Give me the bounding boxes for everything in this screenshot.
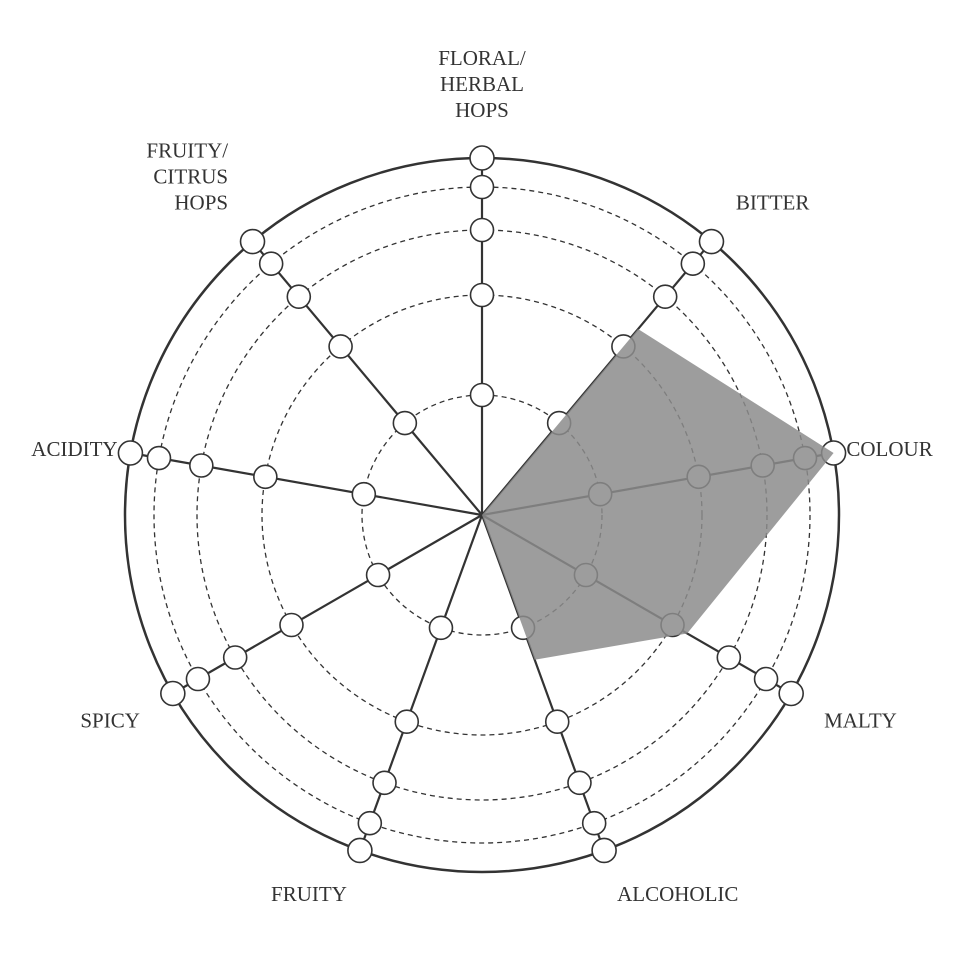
category-label-line: MALTY bbox=[824, 708, 897, 732]
axis-node bbox=[469, 174, 495, 200]
category-label: ALCOHOLIC bbox=[617, 882, 738, 906]
axis-node bbox=[392, 410, 418, 436]
axis-line bbox=[480, 514, 606, 851]
axis-node bbox=[716, 645, 742, 670]
axis-line bbox=[130, 451, 483, 517]
category-label-line: HERBAL bbox=[440, 72, 524, 96]
category-label-line: SPICY bbox=[80, 708, 140, 732]
grid-ring bbox=[153, 186, 811, 844]
category-label: MALTY bbox=[824, 708, 897, 732]
axis-node bbox=[544, 709, 570, 735]
axis-node bbox=[258, 251, 284, 277]
axis-node bbox=[160, 680, 186, 707]
axis-node bbox=[581, 810, 607, 836]
axis-node bbox=[372, 770, 397, 796]
axis-node bbox=[394, 709, 420, 735]
axis-node bbox=[286, 284, 312, 309]
category-label-line: FRUITY bbox=[271, 882, 347, 906]
axis-node bbox=[469, 282, 495, 308]
axis-node bbox=[469, 145, 495, 171]
axis-node bbox=[189, 453, 214, 478]
axis-node bbox=[117, 440, 144, 466]
category-label-line: COLOUR bbox=[846, 437, 932, 461]
axis-node bbox=[365, 562, 391, 588]
axis-node bbox=[652, 284, 678, 309]
category-label-line: FRUITY/ bbox=[146, 138, 228, 162]
axis-node bbox=[279, 612, 304, 638]
axis-line bbox=[172, 514, 483, 695]
axis-line bbox=[251, 240, 483, 516]
axis-node bbox=[428, 615, 454, 641]
category-label-line: BITTER bbox=[736, 190, 810, 214]
axis-node bbox=[680, 251, 706, 277]
axis-node bbox=[253, 464, 278, 490]
axis-node bbox=[357, 810, 383, 836]
category-label-line: HOPS bbox=[455, 98, 509, 122]
axis-node bbox=[753, 666, 779, 692]
axis-node bbox=[591, 837, 617, 864]
category-label: ACIDITY bbox=[31, 437, 117, 461]
category-label: FRUITY bbox=[271, 882, 347, 906]
category-label-line: FLORAL/ bbox=[438, 46, 526, 70]
category-label: BITTER bbox=[736, 190, 810, 214]
category-label-line: ACIDITY bbox=[31, 437, 117, 461]
category-label-line: ALCOHOLIC bbox=[617, 882, 738, 906]
axis-node bbox=[328, 334, 353, 359]
category-label: COLOUR bbox=[846, 437, 932, 461]
axis-node bbox=[698, 228, 725, 255]
axis-node bbox=[567, 770, 592, 796]
category-label-line: CITRUS bbox=[153, 164, 228, 188]
category-label-line: HOPS bbox=[174, 190, 228, 214]
axis-node bbox=[351, 481, 377, 507]
axis-line bbox=[358, 514, 484, 851]
axis-node bbox=[222, 645, 248, 670]
category-label: FRUITY/CITRUS HOPS bbox=[146, 138, 228, 214]
axis-line bbox=[481, 240, 713, 516]
axis-node bbox=[239, 228, 266, 255]
axis-node bbox=[347, 837, 373, 864]
axis-node bbox=[469, 217, 495, 243]
axis-node bbox=[469, 382, 495, 408]
axis-node bbox=[185, 666, 211, 692]
category-label: SPICY bbox=[80, 708, 140, 732]
axis-node bbox=[146, 445, 172, 471]
data-area bbox=[436, 329, 834, 660]
axis-node bbox=[778, 680, 804, 707]
category-label: FLORAL/HERBAL HOPS bbox=[438, 46, 526, 122]
